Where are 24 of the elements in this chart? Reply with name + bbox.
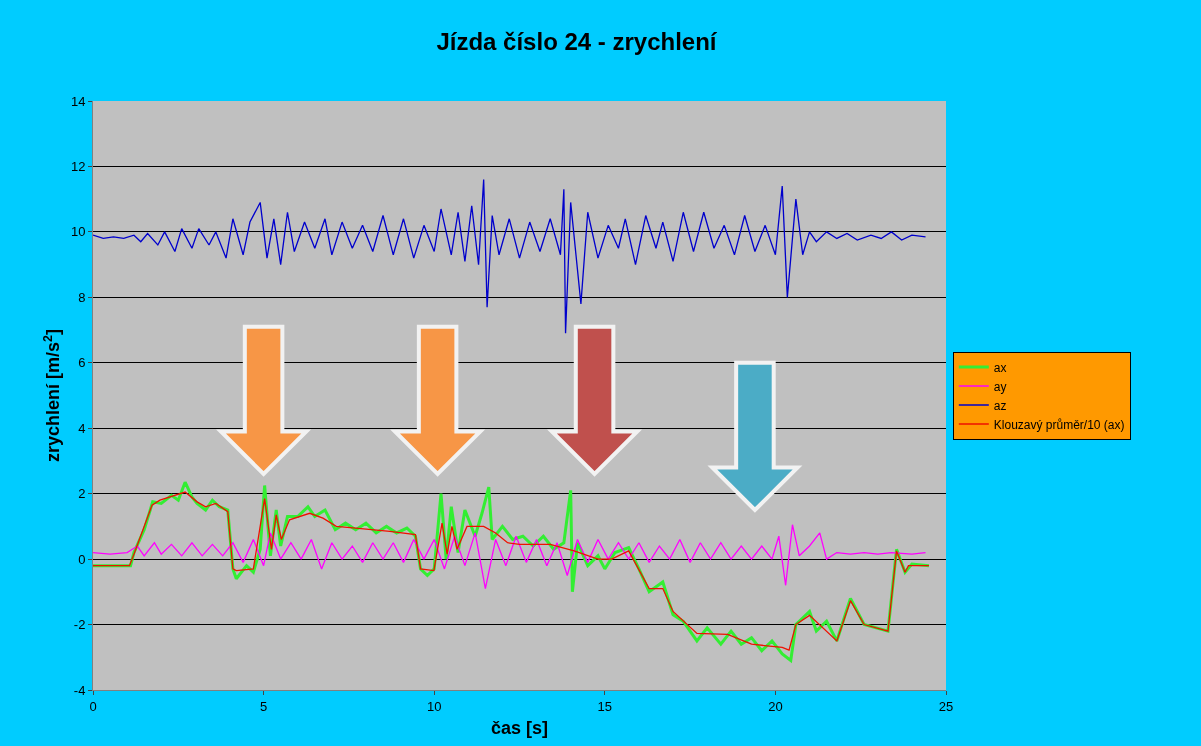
line-series	[93, 524, 927, 590]
y-tick-label: 14	[70, 93, 86, 109]
y-tick-label: 0	[78, 551, 86, 567]
y-tick-label: 10	[70, 224, 86, 240]
y-tick-label: -4	[73, 682, 86, 698]
y-tick-label: 8	[78, 289, 86, 305]
x-tick-label: 0	[89, 698, 97, 714]
x-tick-label: 15	[597, 698, 613, 714]
x-axis-title: čas [s]	[490, 717, 549, 738]
line-series	[93, 178, 927, 334]
y-tick-label: 12	[70, 158, 86, 174]
y-tick-label: -2	[73, 617, 86, 633]
legend-label: Klouzavý průměr/10 (ax)	[993, 417, 1125, 432]
legend-label: az	[993, 398, 1007, 413]
x-tick-label: 25	[938, 698, 954, 714]
x-tick-label: 10	[426, 698, 442, 714]
x-tick-label: 5	[259, 698, 268, 714]
chart-title: Jízda číslo 24 - zrychlení	[436, 28, 718, 56]
x-tick-label: 20	[768, 698, 783, 714]
y-tick-label: 6	[78, 355, 86, 371]
y-tick-label: 2	[78, 486, 86, 502]
legend-label: ay	[993, 379, 1007, 394]
y-tick-label: 4	[78, 420, 86, 436]
legend-label: ax	[993, 360, 1007, 375]
